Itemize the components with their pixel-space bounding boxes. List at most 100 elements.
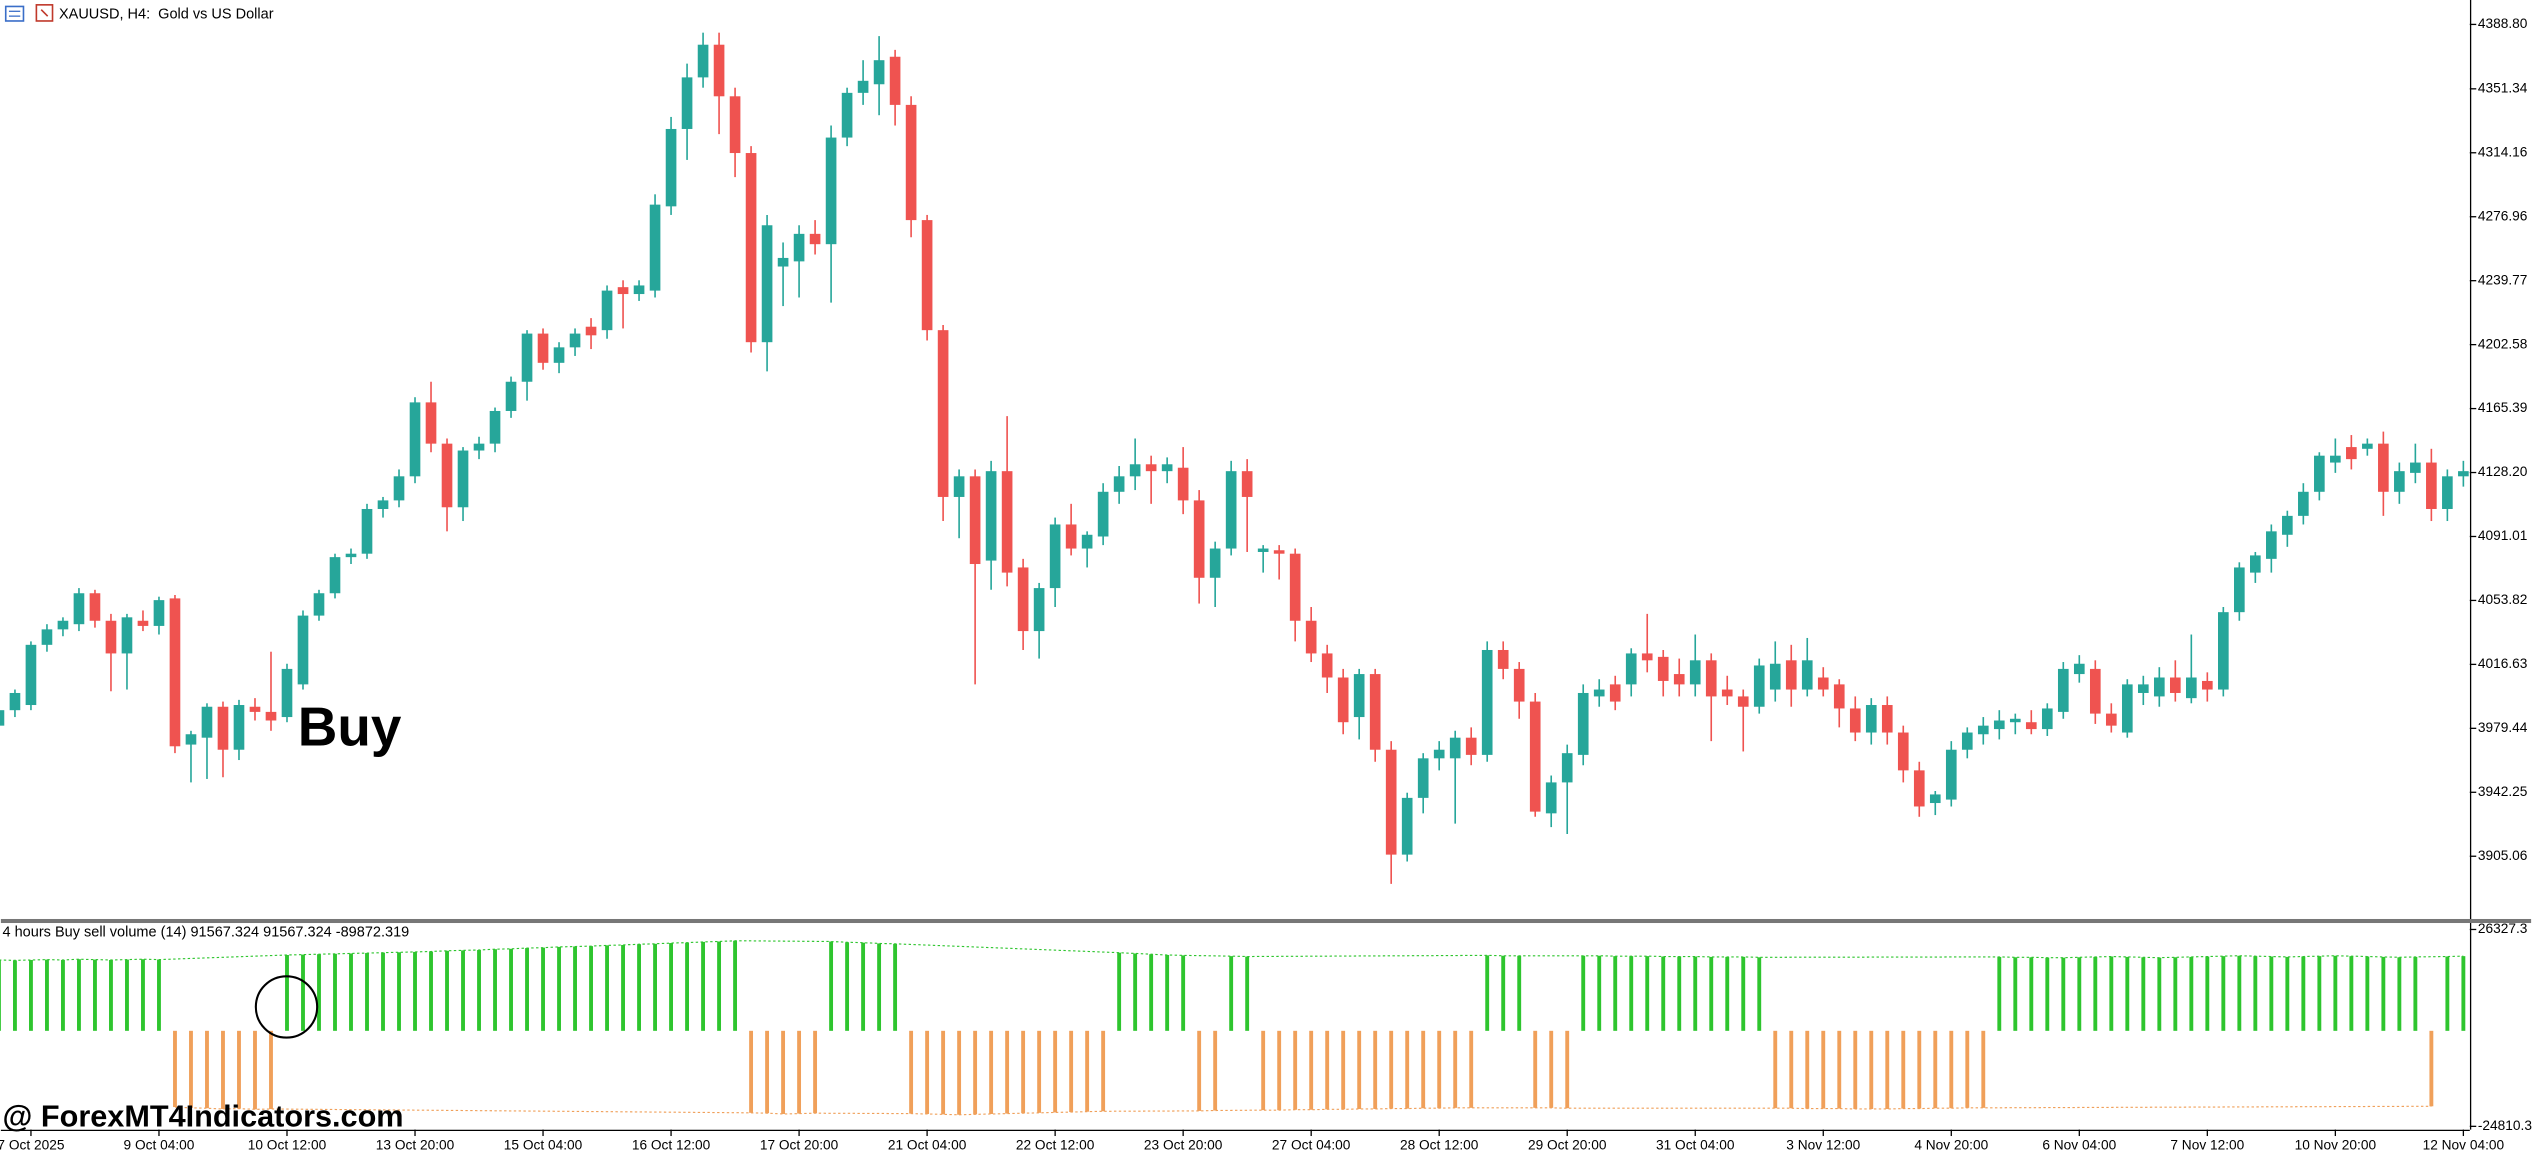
- candle-body: [1305, 620, 1317, 654]
- y-tick-label: 3942.25: [2478, 784, 2528, 799]
- volume-bar: [45, 959, 49, 1031]
- pane-separator: [0, 918, 2532, 924]
- volume-bar: [2077, 957, 2082, 1031]
- volume-bar: [317, 954, 321, 1031]
- symbol-icons: [4, 4, 54, 22]
- candle-body: [1977, 725, 1989, 735]
- candle-body: [1177, 467, 1189, 501]
- volume-bar: [877, 943, 882, 1031]
- candle-body: [377, 500, 389, 509]
- candle-body: [1385, 749, 1397, 855]
- candle-body: [1865, 705, 1877, 733]
- x-tick-label: 12 Nov 04:00: [2423, 1137, 2505, 1152]
- volume-bar: [2317, 956, 2322, 1031]
- candle-body: [569, 333, 581, 348]
- volume-bar: [1181, 955, 1186, 1031]
- volume-bar: [2429, 1030, 2434, 1107]
- volume-bar: [141, 959, 145, 1031]
- volume-bar: [1485, 955, 1490, 1031]
- candle-body: [345, 553, 357, 558]
- volume-bar: [2205, 956, 2210, 1031]
- volume-bar: [893, 943, 898, 1031]
- volume-bar: [749, 1030, 754, 1113]
- volume-bar: [397, 952, 401, 1031]
- volume-bar: [1981, 1030, 1986, 1108]
- candle-body: [1833, 684, 1845, 709]
- candle-body: [1801, 660, 1813, 690]
- volume-bar: [1885, 1030, 1890, 1109]
- candle-body: [1609, 684, 1621, 702]
- volume-bar: [1933, 1030, 1938, 1109]
- candle-body: [1913, 770, 1925, 807]
- volume-bar: [2189, 956, 2194, 1031]
- volume-bar: [2061, 957, 2066, 1031]
- candle-body: [2218, 612, 2229, 690]
- x-tick-label: 10 Nov 20:00: [2295, 1137, 2377, 1152]
- candle-body: [9, 692, 21, 711]
- volume-bar: [1645, 956, 1650, 1031]
- volume-bar: [2109, 956, 2114, 1031]
- volume-bar: [717, 941, 722, 1031]
- candle-body: [1193, 500, 1205, 578]
- volume-bar: [1597, 955, 1602, 1031]
- icon: [4, 5, 25, 22]
- x-tick-label: 10 Oct 12:00: [248, 1137, 327, 1152]
- volume-bar: [1965, 1030, 1970, 1108]
- volume-bar: [781, 1030, 786, 1114]
- volume-bar: [77, 959, 81, 1031]
- volume-bar: [813, 1030, 818, 1114]
- x-tick-label: 13 Oct 20:00: [376, 1137, 455, 1152]
- candle-body: [1769, 663, 1781, 690]
- y-tick-label: 26327.3: [2478, 921, 2528, 936]
- volume-bar: [669, 943, 673, 1031]
- candle-body: [73, 593, 85, 625]
- volume-bar: [1053, 1030, 1058, 1113]
- candle-body: [2266, 531, 2277, 559]
- candle-body: [1945, 749, 1957, 800]
- candle-body: [1049, 524, 1061, 589]
- y-tick-label: 4128.20: [2478, 464, 2528, 479]
- volume-bar: [925, 1030, 930, 1114]
- volume-bar: [1709, 956, 1714, 1031]
- volume-bar: [365, 953, 369, 1031]
- volume-bar: [2269, 956, 2274, 1031]
- volume-bar: [1549, 1030, 1554, 1108]
- highlight-circle: [254, 975, 319, 1039]
- x-tick-label: 27 Oct 04:00: [1272, 1137, 1351, 1152]
- volume-bar: [589, 946, 593, 1031]
- volume-bar: [2221, 956, 2226, 1031]
- candle-body: [169, 598, 181, 747]
- candle-body: [2089, 668, 2101, 714]
- axes: 4388.80 4351.34 4314.16 4276.96 4239.77 4202.…: [0, 16, 2532, 1152]
- volume-bar: [1133, 953, 1138, 1031]
- candle-body: [489, 410, 501, 444]
- volume-bar: [573, 946, 577, 1031]
- candle-body: [937, 330, 949, 497]
- candle-body: [1209, 548, 1221, 578]
- candle-body: [1785, 660, 1797, 690]
- volume-bar: [829, 941, 834, 1031]
- candle-body: [1321, 653, 1333, 678]
- candle-body: [2282, 515, 2293, 535]
- candle-body: [1225, 471, 1237, 549]
- volume-bar: [2365, 956, 2370, 1031]
- volume-bar: [1837, 1030, 1842, 1109]
- candle-body: [2330, 455, 2341, 463]
- x-tick-label: 15 Oct 04:00: [504, 1137, 583, 1152]
- candle-body: [1929, 794, 1941, 804]
- volume-bar: [2413, 956, 2418, 1031]
- candle-body: [2378, 443, 2389, 492]
- candle-body: [2394, 471, 2405, 492]
- volume-bar: [1357, 1030, 1362, 1109]
- volume-bar: [2029, 957, 2034, 1031]
- volume-bar: [2013, 957, 2018, 1031]
- candle-body: [1113, 476, 1125, 492]
- candle-body: [2025, 722, 2037, 730]
- candle-body: [2426, 462, 2437, 509]
- volume-bar: [381, 952, 385, 1031]
- volume-bar: [1757, 957, 1762, 1031]
- sell-level-line: [174, 1105, 2432, 1116]
- volume-bar: [1117, 952, 1122, 1031]
- candle-body: [1705, 660, 1717, 697]
